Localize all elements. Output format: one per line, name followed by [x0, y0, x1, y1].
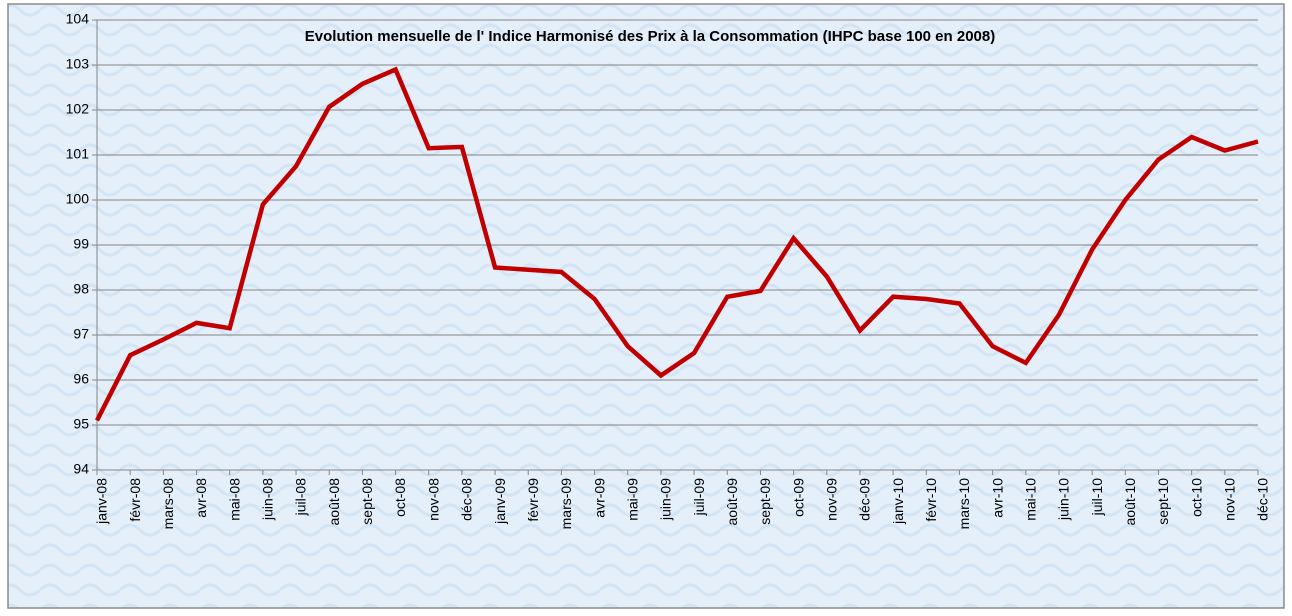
x-tick-label: janv-09 [492, 478, 508, 525]
x-tick-label: oct-09 [790, 478, 806, 517]
x-tick-label: avr-10 [989, 478, 1005, 518]
x-tick-label: oct-10 [1188, 478, 1204, 517]
line-series [94, 66, 1259, 422]
x-tick-label: mars-09 [558, 478, 574, 530]
x-tick-label: févr-09 [525, 478, 541, 522]
x-tick-label: déc-08 [459, 478, 475, 521]
y-tick-label: 99 [73, 236, 89, 252]
x-tick-label: oct-08 [392, 478, 408, 517]
x-tick-label: août-10 [1122, 478, 1138, 526]
x-tick-label: juin-10 [1056, 478, 1072, 521]
y-tick-label: 102 [66, 101, 90, 117]
x-tick-label: mars-10 [956, 478, 972, 530]
x-tick-label: mai-10 [1023, 478, 1039, 521]
y-tick-label: 96 [73, 371, 89, 387]
x-tick-label: janv-08 [94, 478, 110, 525]
x-tick-label: févr-08 [127, 478, 143, 522]
y-tick-label: 103 [66, 56, 90, 72]
x-tick-label: juil-10 [1089, 478, 1105, 517]
x-tick-label: janv-10 [890, 478, 906, 525]
x-tick-label: août-08 [326, 478, 342, 526]
x-tick-label: juin-09 [658, 478, 674, 521]
y-tick-label: 97 [73, 326, 89, 342]
x-tick-label: mai-08 [226, 478, 242, 521]
x-tick-label: nov-08 [425, 478, 441, 521]
x-tick-label: déc-09 [857, 478, 873, 521]
y-tick-label: 104 [66, 11, 90, 27]
chart-title: Evolution mensuelle de l' Indice Harmoni… [305, 28, 995, 45]
x-tick-label: avr-09 [591, 478, 607, 518]
y-tick-label: 98 [73, 281, 89, 297]
x-tick-label: sept-08 [359, 478, 375, 525]
y-tick-label: 94 [73, 461, 89, 477]
x-tick-label: juin-08 [260, 478, 276, 521]
x-tick-label: mai-09 [624, 478, 640, 521]
chart-frame [7, 3, 1285, 609]
y-tick-label: 101 [66, 146, 90, 162]
x-tick-label: juil-08 [293, 478, 309, 517]
x-tick-label: sept-10 [1155, 478, 1171, 525]
x-tick-label: mars-08 [160, 478, 176, 530]
y-tick-label: 95 [73, 416, 89, 432]
x-tick-label: nov-10 [1222, 478, 1238, 521]
x-tick-label: nov-09 [823, 478, 839, 521]
x-tick-label: juil-09 [691, 478, 707, 517]
x-tick-label: août-09 [724, 478, 740, 526]
y-tick-label: 100 [66, 191, 90, 207]
x-tick-label: sept-09 [757, 478, 773, 525]
x-tick-label: févr-10 [923, 478, 939, 522]
x-tick-label: avr-08 [193, 478, 209, 518]
x-tick-label: déc-10 [1255, 478, 1271, 521]
